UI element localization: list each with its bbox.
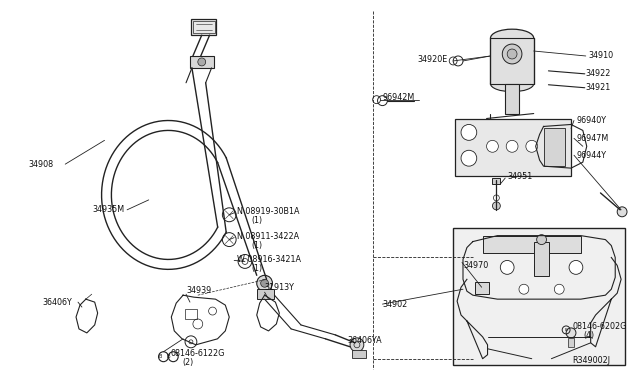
Circle shape: [168, 352, 178, 362]
Bar: [257, 289, 275, 299]
Text: 08146-6122G: 08146-6122G: [170, 349, 225, 358]
Text: 96940Y: 96940Y: [577, 116, 607, 125]
Text: B: B: [166, 354, 170, 359]
Bar: [191, 19, 216, 35]
Bar: [534, 241, 549, 276]
Circle shape: [507, 49, 517, 59]
Circle shape: [461, 150, 477, 166]
Bar: [490, 38, 534, 84]
Text: (1): (1): [252, 264, 263, 273]
Bar: [190, 56, 214, 68]
Text: 34970: 34970: [463, 261, 488, 270]
Text: (1): (1): [252, 241, 263, 250]
Circle shape: [566, 328, 576, 338]
Circle shape: [492, 202, 500, 210]
Bar: [185, 309, 197, 319]
Text: 34921: 34921: [586, 83, 611, 92]
Text: R349002J: R349002J: [572, 356, 611, 365]
Text: 96944Y: 96944Y: [577, 151, 607, 160]
Text: 31913Y: 31913Y: [264, 283, 294, 292]
Circle shape: [502, 44, 522, 64]
Bar: [483, 235, 581, 253]
Text: 36406YA: 36406YA: [347, 336, 381, 345]
Circle shape: [198, 58, 205, 66]
Circle shape: [486, 140, 499, 152]
Text: 96942M: 96942M: [383, 93, 415, 102]
Bar: [568, 338, 574, 347]
Text: N 08919-30B1A: N 08919-30B1A: [237, 207, 300, 216]
Ellipse shape: [490, 76, 534, 92]
Text: B: B: [159, 354, 162, 359]
Text: 36406Y: 36406Y: [43, 298, 72, 307]
Text: 34922: 34922: [586, 69, 611, 78]
Text: B: B: [564, 328, 568, 332]
Text: 34908: 34908: [29, 160, 54, 169]
Text: 08146-6202G: 08146-6202G: [572, 323, 627, 331]
Text: (4): (4): [584, 331, 595, 340]
Text: N 08911-3422A: N 08911-3422A: [237, 232, 300, 241]
Bar: [543, 128, 565, 166]
Bar: [505, 84, 519, 113]
Text: 34910: 34910: [589, 51, 614, 61]
Bar: [455, 119, 571, 176]
Text: 34902: 34902: [383, 299, 408, 309]
Text: 34935M: 34935M: [93, 205, 125, 214]
Bar: [193, 21, 214, 33]
Text: W 08916-3421A: W 08916-3421A: [237, 255, 301, 264]
Circle shape: [534, 260, 548, 274]
Text: 34939: 34939: [186, 286, 211, 295]
Bar: [492, 178, 500, 184]
Text: (2): (2): [182, 358, 193, 367]
Text: 34920E: 34920E: [418, 55, 448, 64]
Circle shape: [519, 284, 529, 294]
Circle shape: [500, 260, 514, 274]
Text: 34951: 34951: [507, 171, 532, 180]
Circle shape: [260, 279, 269, 287]
Circle shape: [526, 140, 538, 152]
Circle shape: [257, 275, 273, 291]
Circle shape: [350, 338, 364, 352]
Circle shape: [569, 260, 583, 274]
Circle shape: [617, 207, 627, 217]
Text: (1): (1): [252, 216, 263, 225]
Bar: [453, 228, 625, 365]
Circle shape: [461, 125, 477, 140]
Ellipse shape: [490, 29, 534, 47]
Bar: [475, 282, 488, 294]
Circle shape: [537, 235, 547, 244]
Circle shape: [554, 284, 564, 294]
Bar: [352, 350, 366, 358]
Circle shape: [506, 140, 518, 152]
Text: 96947M: 96947M: [577, 134, 609, 143]
